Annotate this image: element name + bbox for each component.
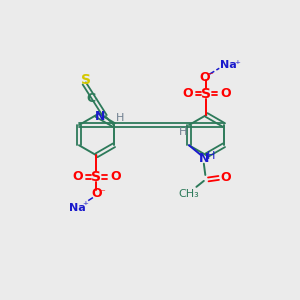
Text: CH₃: CH₃ — [178, 189, 199, 199]
Text: ⁺: ⁺ — [235, 60, 241, 70]
Text: S: S — [81, 74, 91, 88]
Text: C: C — [87, 92, 96, 105]
Text: Na: Na — [220, 60, 237, 70]
Text: ⁻: ⁻ — [99, 189, 105, 199]
Text: O: O — [72, 170, 83, 183]
Text: O: O — [200, 71, 210, 84]
Text: O: O — [221, 171, 231, 184]
Text: H: H — [206, 151, 215, 160]
Text: O: O — [91, 187, 102, 200]
Text: O: O — [220, 87, 231, 100]
Text: S: S — [202, 86, 212, 100]
Text: ⁺: ⁺ — [82, 201, 88, 211]
Text: H: H — [179, 127, 188, 136]
Text: N: N — [94, 110, 105, 123]
Text: O: O — [182, 87, 193, 100]
Text: S: S — [92, 170, 101, 184]
Text: H: H — [116, 113, 124, 124]
Text: ⁻: ⁻ — [207, 72, 213, 82]
Text: Na: Na — [69, 203, 86, 213]
Text: N: N — [199, 152, 209, 165]
Text: O: O — [110, 170, 121, 183]
